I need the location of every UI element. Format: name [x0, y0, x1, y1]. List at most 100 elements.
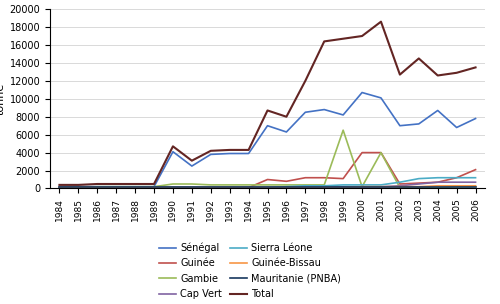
Gambie [113, 185, 119, 188]
Guinée-Bissau [226, 186, 232, 189]
Total [76, 183, 82, 187]
Sierra Léone [189, 186, 195, 189]
Guinée-Bissau [94, 186, 100, 189]
Total [132, 182, 138, 186]
Sierra Léone [151, 186, 157, 189]
Mauritanie (PNBA) [94, 185, 100, 188]
Mauritanie (PNBA) [284, 185, 290, 188]
Cap Vert [397, 184, 403, 188]
Sierra Léone [94, 186, 100, 189]
Sénégal [416, 122, 422, 126]
Mauritanie (PNBA) [226, 185, 232, 188]
Sierra Léone [264, 186, 270, 189]
Mauritanie (PNBA) [434, 185, 440, 188]
Total [151, 182, 157, 186]
Cap Vert [56, 186, 62, 189]
Cap Vert [208, 186, 214, 189]
Gambie [302, 183, 308, 187]
Mauritanie (PNBA) [56, 185, 62, 188]
Cap Vert [434, 180, 440, 184]
Mauritanie (PNBA) [378, 185, 384, 188]
Guinée-Bissau [151, 186, 157, 189]
Guinée-Bissau [132, 186, 138, 189]
Guinée-Bissau [113, 186, 119, 189]
Cap Vert [284, 186, 290, 189]
Guinée [264, 178, 270, 181]
Guinée-Bissau [189, 186, 195, 189]
Guinée [132, 186, 138, 189]
Sierra Léone [170, 186, 176, 189]
Guinée [151, 186, 157, 189]
Total [264, 109, 270, 112]
Sierra Léone [226, 186, 232, 189]
Line: Cap Vert: Cap Vert [60, 182, 476, 188]
Gambie [151, 185, 157, 188]
Sénégal [472, 117, 478, 120]
Guinée-Bissau [359, 185, 365, 188]
Line: Guinée-Bissau: Guinée-Bissau [60, 186, 476, 188]
Mauritanie (PNBA) [359, 185, 365, 188]
Gambie [454, 185, 460, 188]
Sénégal [359, 91, 365, 94]
Total [321, 40, 327, 43]
Total [302, 79, 308, 83]
Cap Vert [454, 180, 460, 184]
Gambie [132, 185, 138, 188]
Sénégal [434, 109, 440, 112]
Guinée [434, 180, 440, 184]
Line: Sénégal: Sénégal [60, 92, 476, 187]
Cap Vert [113, 186, 119, 189]
Sierra Léone [454, 176, 460, 180]
Total [397, 73, 403, 76]
Cap Vert [378, 185, 384, 188]
Sénégal [321, 108, 327, 111]
Mauritanie (PNBA) [76, 185, 82, 188]
Total [340, 37, 346, 40]
Sierra Léone [76, 186, 82, 189]
Cap Vert [170, 186, 176, 189]
Mauritanie (PNBA) [321, 185, 327, 188]
Total [359, 34, 365, 38]
Sénégal [56, 185, 62, 188]
Sénégal [284, 130, 290, 134]
Guinée [397, 182, 403, 186]
Guinée [284, 179, 290, 183]
Gambie [246, 183, 252, 187]
Mauritanie (PNBA) [454, 185, 460, 188]
Total [208, 149, 214, 153]
Guinée [302, 176, 308, 180]
Sénégal [76, 185, 82, 188]
Sénégal [132, 185, 138, 188]
Sierra Léone [397, 180, 403, 184]
Legend: Sénégal, Guinée, Gambie, Cap Vert, Sierra Léone, Guinée-Bissau, Mauritanie (PNBA: Sénégal, Guinée, Gambie, Cap Vert, Sierr… [159, 243, 341, 299]
Cap Vert [246, 186, 252, 189]
Guinée-Bissau [434, 184, 440, 188]
Mauritanie (PNBA) [416, 185, 422, 188]
Gambie [170, 182, 176, 186]
Guinée [170, 186, 176, 189]
Guinée [454, 176, 460, 180]
Sénégal [454, 126, 460, 129]
Mauritanie (PNBA) [189, 185, 195, 188]
Cap Vert [264, 186, 270, 189]
Sierra Léone [340, 183, 346, 187]
Line: Total: Total [60, 22, 476, 185]
Total [170, 144, 176, 148]
Cap Vert [416, 182, 422, 186]
Sénégal [246, 152, 252, 155]
Sierra Léone [302, 184, 308, 188]
Total [284, 115, 290, 119]
Guinée [246, 186, 252, 189]
Guinée [472, 168, 478, 171]
Guinée [378, 151, 384, 154]
Total [378, 20, 384, 23]
Guinée [113, 186, 119, 189]
Gambie [226, 183, 232, 187]
Guinée-Bissau [302, 186, 308, 189]
Sierra Léone [359, 183, 365, 187]
Guinée-Bissau [416, 185, 422, 188]
Gambie [416, 186, 422, 189]
Total [246, 148, 252, 152]
Guinée [189, 186, 195, 189]
Cap Vert [321, 185, 327, 188]
